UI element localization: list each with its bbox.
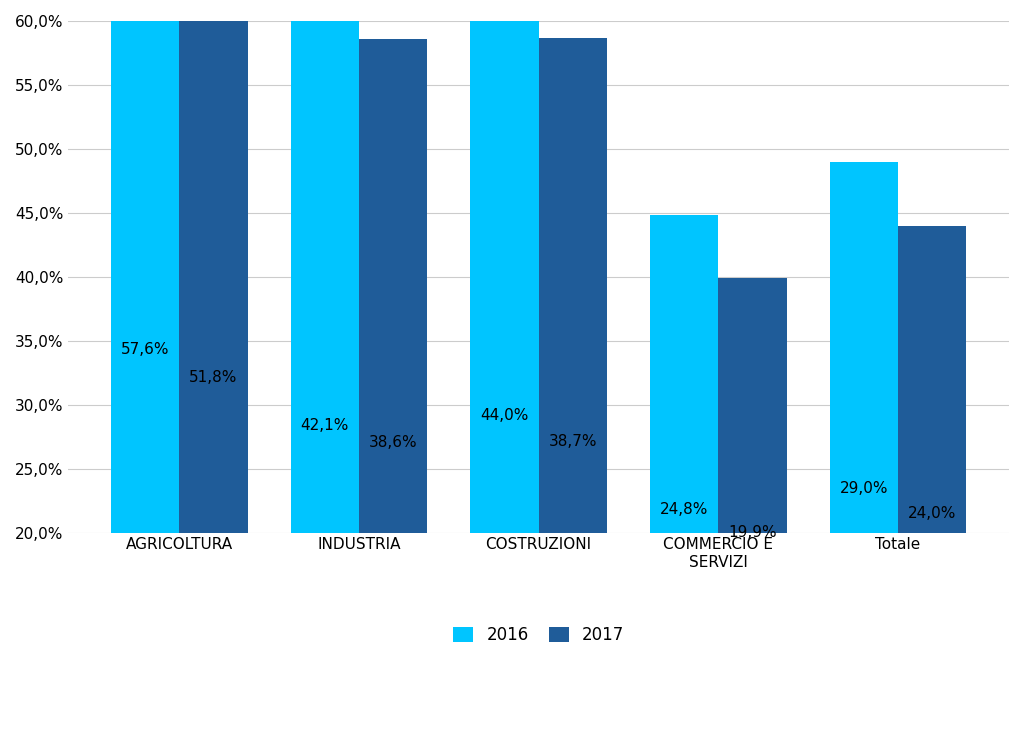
Text: 57,6%: 57,6%: [121, 342, 170, 357]
Bar: [179, 0, 248, 532]
Text: 44,0%: 44,0%: [480, 408, 528, 424]
Text: 24,8%: 24,8%: [660, 501, 709, 517]
Bar: [291, 0, 359, 532]
Bar: [539, 37, 607, 532]
Bar: [650, 215, 718, 532]
Legend: 2016, 2017: 2016, 2017: [444, 617, 633, 653]
Text: 42,1%: 42,1%: [301, 418, 349, 432]
Text: 29,0%: 29,0%: [840, 482, 888, 496]
Bar: [470, 0, 539, 532]
Bar: [359, 39, 427, 532]
Text: 24,0%: 24,0%: [908, 506, 956, 520]
Text: 19,9%: 19,9%: [728, 526, 777, 540]
Bar: [898, 225, 967, 532]
Bar: [829, 161, 898, 532]
Bar: [112, 0, 179, 532]
Text: 51,8%: 51,8%: [189, 371, 238, 385]
Text: 38,7%: 38,7%: [549, 434, 597, 449]
Bar: [718, 278, 786, 532]
Text: 38,6%: 38,6%: [369, 435, 418, 450]
